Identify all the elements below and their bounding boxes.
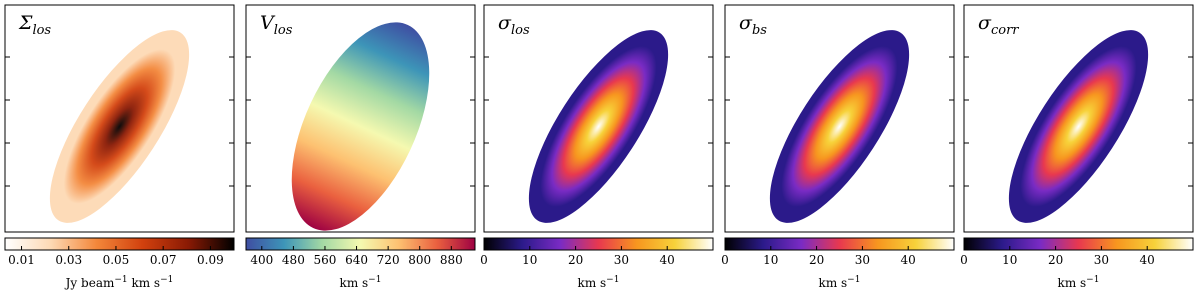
unit-part: Jy beam [64,276,115,290]
unit-part: km s [340,276,369,290]
colorbar-tick-label: 10 [763,253,778,267]
unit-part: −1 [160,275,173,285]
colorbar-tick-label: 400 [250,253,273,267]
colorbar-tick-label: 0.07 [150,253,177,267]
colorbar [483,237,714,251]
unit-part: km s [819,276,848,290]
colorbar-tick-label: 720 [377,253,400,267]
unit-part: −1 [606,275,619,285]
colorbar-tick-label: 30 [855,253,870,267]
colorbar-tick-label: 30 [1094,253,1109,267]
colorbar-tick-label: 10 [1002,253,1017,267]
galaxy-map [49,30,190,223]
colorbar-tick-label: 0 [960,253,968,267]
panel-label: Vlos [260,12,293,38]
galaxy-map [291,22,430,231]
colorbar-tick-label: 800 [408,253,431,267]
colorbar-tick-label: 0 [480,253,488,267]
colorbar-tick-label: 0 [721,253,729,267]
galaxy-map [769,30,910,223]
colorbar-tick-label: 20 [809,253,824,267]
unit-part: −1 [847,275,860,285]
panel-symbol: σ [978,12,992,34]
panel-symbol: σ [498,12,512,34]
unit-part: −1 [1086,275,1099,285]
galaxy-map [528,30,669,223]
panel-symbol: V [260,12,276,34]
panel-subscript: bs [752,23,767,38]
unit-part: km s [128,276,160,290]
colorbar-unit: km s−1 [1058,275,1100,290]
colorbar [245,237,476,251]
colorbar-tick-label: 0.09 [197,253,224,267]
colorbar-tick-label: 880 [440,253,463,267]
colorbar-tick-label: 0.01 [8,253,35,267]
colorbar-unit: km s−1 [578,275,620,290]
unit-part: km s [578,276,607,290]
panel-subscript: los [32,23,51,38]
colorbar-tick-label: 560 [314,253,337,267]
unit-part: −1 [368,275,381,285]
panel-label: σcorr [978,12,1019,38]
colorbar [963,237,1194,251]
panel-subscript: los [511,23,530,38]
colorbar-tick-label: 480 [282,253,305,267]
panel-symbol: Σ [18,12,33,34]
colorbar [724,237,955,251]
colorbar-tick-label: 40 [1140,253,1155,267]
colorbar-unit: km s−1 [340,275,382,290]
colorbar-tick-label: 40 [901,253,916,267]
panel-symbol: σ [739,12,753,34]
colorbar-tick-label: 640 [345,253,368,267]
panel-subscript: corr [991,23,1019,38]
colorbar-tick-label: 0.05 [103,253,130,267]
colorbar-tick-label: 30 [614,253,629,267]
galaxy-map [1008,30,1149,223]
colorbar-tick-label: 10 [522,253,537,267]
colorbar-unit: km s−1 [819,275,861,290]
colorbar-tick-label: 0.03 [55,253,82,267]
panel-label: σbs [739,12,767,38]
colorbar-tick-label: 20 [568,253,583,267]
unit-part: km s [1058,276,1087,290]
colorbar-unit: Jy beam−1 km s−1 [64,275,174,290]
colorbar-tick-label: 40 [660,253,675,267]
panel-subscript: los [274,23,293,38]
colorbar-tick-label: 20 [1048,253,1063,267]
panel-label: σlos [498,12,530,38]
unit-part: −1 [114,275,127,285]
colorbar [4,237,235,251]
panel-label: Σlos [18,12,51,38]
